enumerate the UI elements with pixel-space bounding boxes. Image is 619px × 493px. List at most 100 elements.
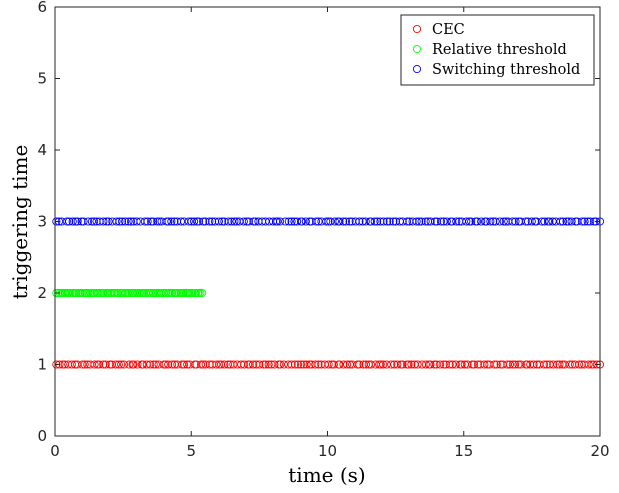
data-point-switching-threshold bbox=[124, 217, 133, 226]
data-point-switching-threshold bbox=[330, 217, 339, 226]
data-point-relative-threshold bbox=[198, 288, 207, 298]
x-tick-label: 5 bbox=[186, 442, 196, 460]
data-point-cec bbox=[511, 360, 520, 369]
data-point-switching-threshold bbox=[373, 217, 382, 226]
x-tick-label: 0 bbox=[50, 442, 60, 460]
data-point-switching-threshold bbox=[201, 217, 210, 226]
data-point-switching-threshold bbox=[508, 217, 517, 226]
data-point-switching-threshold bbox=[558, 217, 568, 226]
y-tick-label: 6 bbox=[37, 0, 47, 16]
data-point-switching-threshold bbox=[167, 217, 176, 226]
data-point-cec bbox=[180, 360, 189, 369]
y-tick-label: 1 bbox=[37, 356, 47, 374]
data-point-switching-threshold bbox=[586, 217, 595, 226]
data-point-cec bbox=[183, 360, 192, 369]
data-point-cec bbox=[565, 360, 574, 369]
data-point-cec bbox=[376, 360, 385, 369]
data-point-switching-threshold bbox=[273, 217, 282, 226]
data-point-switching-threshold bbox=[389, 217, 398, 226]
data-point-cec bbox=[457, 360, 466, 369]
data-point-switching-threshold bbox=[477, 217, 486, 226]
data-point-switching-threshold bbox=[293, 217, 302, 226]
data-point-cec bbox=[542, 360, 551, 369]
data-point-cec bbox=[261, 360, 270, 369]
y-tick-label: 2 bbox=[37, 284, 47, 302]
data-point-cec bbox=[451, 360, 460, 369]
data-point-switching-threshold bbox=[239, 217, 248, 226]
data-point-switching-threshold bbox=[355, 217, 364, 226]
y-axis-title: triggering time bbox=[8, 145, 32, 300]
data-point-switching-threshold bbox=[242, 217, 251, 226]
data-point-switching-threshold bbox=[314, 217, 323, 226]
data-point-switching-threshold bbox=[339, 217, 348, 226]
data-point-cec bbox=[125, 360, 134, 369]
data-point-switching-threshold bbox=[527, 217, 536, 226]
data-point-switching-threshold bbox=[580, 217, 589, 226]
data-point-cec bbox=[490, 360, 499, 369]
data-point-cec bbox=[164, 360, 173, 369]
data-point-cec bbox=[505, 360, 514, 369]
data-point-switching-threshold bbox=[462, 217, 471, 226]
y-axis-ticks: 0 1 2 3 4 5 6 bbox=[37, 0, 600, 445]
data-point-switching-threshold bbox=[68, 217, 77, 226]
data-point-switching-threshold bbox=[370, 217, 379, 226]
data-point-switching-threshold bbox=[341, 217, 351, 226]
data-point-switching-threshold bbox=[495, 217, 504, 226]
data-point-switching-threshold bbox=[532, 217, 541, 226]
data-point-switching-threshold bbox=[194, 217, 204, 226]
data-point-switching-threshold bbox=[224, 217, 233, 226]
data-point-cec bbox=[276, 360, 285, 369]
data-point-cec bbox=[117, 360, 126, 369]
data-point-cec bbox=[270, 360, 279, 369]
data-point-cec bbox=[245, 360, 254, 369]
data-point-switching-threshold bbox=[214, 217, 223, 226]
data-point-cec bbox=[539, 360, 549, 369]
data-point-switching-threshold bbox=[583, 217, 592, 226]
data-point-switching-threshold bbox=[87, 217, 96, 226]
data-point-switching-threshold bbox=[408, 217, 417, 226]
data-point-switching-threshold bbox=[287, 217, 296, 226]
data-point-switching-threshold bbox=[511, 217, 520, 226]
data-point-cec bbox=[361, 360, 370, 369]
data-point-relative-threshold bbox=[161, 288, 170, 298]
data-point-cec bbox=[290, 360, 300, 369]
data-point-switching-threshold bbox=[184, 217, 193, 226]
data-point-switching-threshold bbox=[452, 217, 461, 226]
data-point-cec bbox=[199, 360, 208, 369]
legend-marker bbox=[412, 44, 422, 54]
data-point-cec bbox=[426, 360, 435, 369]
data-point-cec bbox=[430, 360, 439, 369]
data-point-switching-threshold bbox=[379, 217, 388, 226]
data-point-relative-threshold bbox=[118, 288, 127, 298]
data-point-relative-threshold bbox=[110, 288, 120, 298]
data-point-cec bbox=[496, 360, 505, 369]
legend-marker bbox=[412, 64, 422, 74]
data-point-cec bbox=[248, 360, 258, 369]
data-point-cec bbox=[279, 360, 288, 369]
data-point-relative-threshold bbox=[149, 288, 158, 298]
data-point-relative-threshold bbox=[72, 288, 81, 298]
data-point-switching-threshold bbox=[548, 217, 557, 226]
data-point-switching-threshold bbox=[426, 217, 435, 226]
data-point-cec bbox=[549, 360, 558, 369]
data-point-cec bbox=[129, 360, 138, 369]
data-point-switching-threshold bbox=[473, 217, 482, 226]
data-point-relative-threshold bbox=[174, 288, 184, 298]
data-point-relative-threshold bbox=[104, 288, 113, 298]
data-point-switching-threshold bbox=[102, 217, 111, 226]
data-point-switching-threshold bbox=[322, 217, 331, 226]
data-point-cec bbox=[469, 360, 479, 369]
data-point-switching-threshold bbox=[324, 217, 333, 226]
data-point-cec bbox=[473, 360, 482, 369]
data-point-switching-threshold bbox=[227, 217, 236, 226]
y-tick-label: 4 bbox=[37, 141, 47, 159]
data-point-cec bbox=[302, 360, 311, 369]
data-point-cec bbox=[584, 360, 593, 369]
data-point-switching-threshold bbox=[276, 217, 285, 226]
y-tick-label: 3 bbox=[37, 213, 47, 231]
data-point-switching-threshold bbox=[143, 217, 152, 226]
data-point-cec bbox=[480, 360, 489, 369]
data-point-cec bbox=[264, 360, 273, 369]
data-point-switching-threshold bbox=[132, 217, 141, 226]
